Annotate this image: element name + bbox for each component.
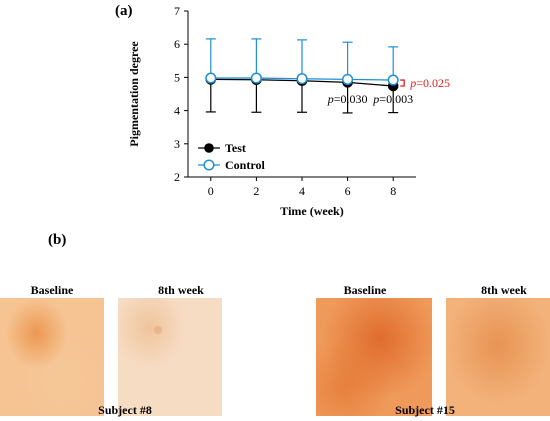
- panel-label-a: (a): [115, 3, 133, 19]
- p-value-label: p=0.003: [372, 92, 413, 106]
- data-point: [250, 72, 262, 84]
- subject-label-8: Subject #8: [98, 403, 152, 417]
- skin-photo-subject8-baseline: [0, 298, 104, 416]
- y-tick-label: 7: [174, 4, 180, 18]
- p-value-label: p=0.030: [327, 92, 368, 106]
- y-tick-label: 2: [174, 170, 180, 184]
- x-tick-label: 6: [345, 184, 351, 198]
- photo-title-subject15-8th-week: 8th week: [481, 283, 527, 297]
- legend-marker: [204, 143, 214, 153]
- pigmentation-line-chart: 2 3 4 5 6 7 0 2 4 6 8 Time (week) Pigmentation degre…: [127, 4, 450, 218]
- chart-legend: Test Control: [198, 141, 265, 172]
- y-tick-label: 5: [174, 70, 180, 84]
- legend-item-test: Test: [198, 141, 246, 155]
- y-tick-label: 4: [174, 104, 180, 118]
- panel-label-b: (b): [48, 232, 67, 248]
- y-tick-label: 6: [174, 37, 180, 51]
- legend-label: Control: [225, 158, 265, 172]
- data-point: [205, 72, 217, 84]
- skin-photo-subject15-baseline: [316, 298, 432, 416]
- chart-annotations: p=0.030 p=0.003 p=0.025: [327, 76, 450, 106]
- chart-axes: 2 3 4 5 6 7 0 2 4 6 8 Time (week) Pigmentation degre…: [127, 4, 416, 218]
- x-tick-label: 8: [390, 184, 396, 198]
- chart-series: [205, 38, 399, 114]
- significance-bracket: [400, 79, 405, 87]
- legend-marker: [203, 159, 215, 171]
- subject-label-15: Subject #15: [395, 403, 455, 417]
- x-tick-label: 4: [299, 184, 305, 198]
- x-axis-label: Time (week): [280, 204, 343, 218]
- markers-control: [205, 72, 399, 86]
- data-point: [387, 74, 399, 86]
- data-point: [342, 73, 354, 85]
- p-value-label: p=0.025: [409, 76, 450, 90]
- photo-title-subject8-baseline: Baseline: [30, 283, 74, 297]
- data-point: [296, 73, 308, 85]
- x-tick-label: 2: [253, 184, 259, 198]
- skin-photo-subject8-8th-week: [118, 298, 222, 416]
- y-axis-label: Pigmentation degree: [127, 41, 141, 147]
- y-tick-label: 3: [174, 137, 180, 151]
- legend-item-control: Control: [198, 158, 265, 172]
- photo-title-subject15-baseline: Baseline: [343, 283, 387, 297]
- photo-title-subject8-8th-week: 8th week: [158, 283, 204, 297]
- skin-photo-subject15-8th-week: [446, 298, 550, 416]
- x-tick-label: 0: [208, 184, 214, 198]
- legend-label: Test: [225, 141, 246, 155]
